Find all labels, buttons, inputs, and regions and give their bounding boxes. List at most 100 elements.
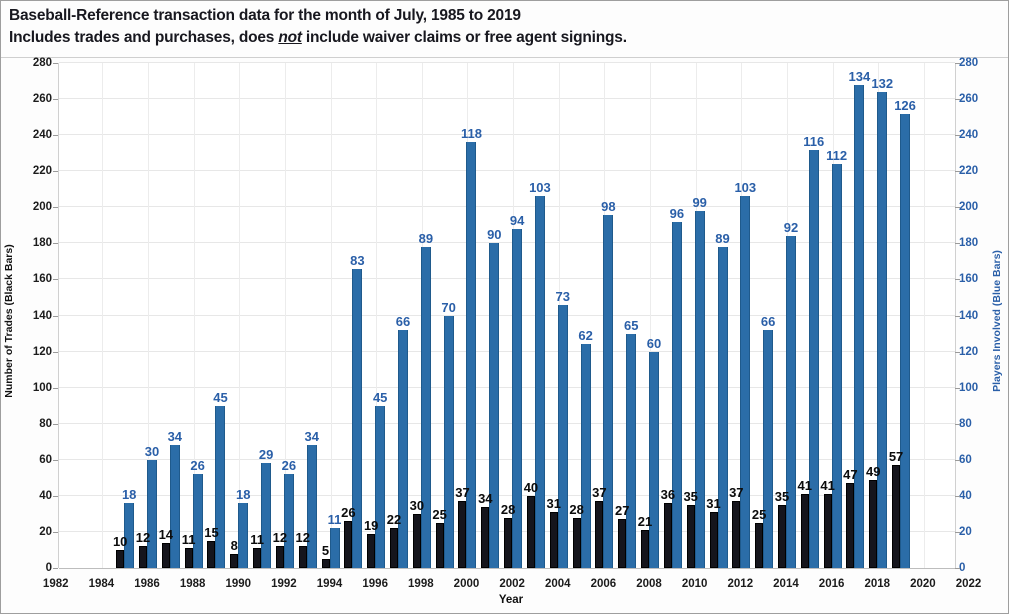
- right-axis-tickmark: [955, 63, 960, 64]
- bar-trades-2003: [526, 495, 535, 568]
- bar-trades-2006: [595, 501, 604, 568]
- right-axis-tick-label: 100: [959, 381, 979, 394]
- bar-trades-1987: [161, 542, 170, 568]
- bar-players-2006: [603, 214, 614, 568]
- left-axis-tick-label: 280: [32, 57, 52, 69]
- x-axis-tick-label: 2018: [864, 578, 891, 590]
- h-gridline: [59, 62, 955, 63]
- left-axis-tick-label: 240: [32, 129, 52, 142]
- h-gridline: [59, 494, 955, 496]
- chart-subtitle: Includes trades and purchases, does not …: [9, 29, 627, 47]
- label-players-2007: 65: [623, 317, 639, 333]
- v-gridline: [148, 63, 149, 568]
- bar-trades-2011: [709, 512, 718, 568]
- right-axis-tickmark: [955, 99, 960, 101]
- right-axis-tick-label: 60: [959, 453, 972, 466]
- bar-players-1988: [192, 474, 203, 568]
- label-trades-2011: 31: [706, 496, 721, 512]
- right-axis-tick-label: 140: [959, 309, 979, 322]
- label-trades-2008: 21: [637, 514, 653, 530]
- bar-players-2013: [763, 329, 774, 568]
- bar-players-2002: [512, 228, 523, 568]
- left-axis-tickmark: [53, 135, 58, 137]
- label-players-2008: 60: [646, 335, 662, 351]
- label-trades-2019: 57: [888, 449, 904, 465]
- label-trades-2001: 34: [478, 490, 493, 506]
- h-gridline: [59, 422, 955, 424]
- x-axis-tick-label: 2016: [818, 578, 845, 590]
- left-axis-tick-label: 260: [32, 93, 52, 106]
- label-trades-2005: 28: [569, 501, 584, 517]
- right-axis-tick-label: 180: [959, 237, 979, 250]
- x-axis-tick-label: 2022: [955, 578, 982, 590]
- label-trades-1997: 22: [386, 512, 402, 528]
- h-gridline: [59, 242, 955, 244]
- bar-players-1997: [398, 329, 409, 568]
- label-players-1994: 11: [327, 512, 342, 528]
- bar-players-1987: [169, 445, 180, 568]
- right-axis-tick-label: 0: [959, 562, 966, 574]
- label-trades-2002: 28: [500, 501, 516, 517]
- bar-trades-2001: [481, 506, 490, 568]
- label-trades-1994: 5: [321, 542, 330, 558]
- left-axis-tick-label: 220: [32, 165, 52, 178]
- bar-trades-1989: [207, 540, 216, 568]
- bar-players-1998: [420, 246, 431, 568]
- bar-trades-2015: [800, 494, 809, 568]
- left-axis-tick-label: 40: [39, 489, 52, 502]
- bar-trades-1993: [298, 546, 307, 568]
- right-axis-tickmark: [955, 243, 960, 245]
- bar-trades-2005: [572, 517, 581, 568]
- label-players-2015: 116: [803, 133, 825, 149]
- label-players-1987: 34: [167, 429, 183, 445]
- bar-players-2018: [877, 91, 888, 568]
- bar-trades-1998: [412, 513, 421, 568]
- label-trades-1998: 30: [409, 497, 425, 513]
- bar-trades-1997: [390, 528, 399, 568]
- left-axis-tickmark: [53, 459, 58, 461]
- label-trades-2003: 40: [523, 479, 539, 495]
- bar-trades-2002: [504, 517, 513, 568]
- h-gridline: [59, 314, 955, 316]
- bar-trades-1995: [344, 521, 353, 568]
- right-axis-tick-label: 200: [959, 201, 979, 214]
- bar-players-2016: [831, 164, 842, 568]
- v-gridline: [376, 63, 378, 568]
- label-trades-1996: 19: [363, 517, 379, 533]
- right-axis-tick-label: 20: [959, 525, 972, 538]
- left-axis-tickmark: [53, 351, 58, 353]
- label-players-1998: 89: [418, 230, 434, 246]
- bar-players-2007: [626, 333, 637, 568]
- x-axis-tick-label: 1998: [408, 578, 434, 590]
- label-trades-1990: 8: [230, 537, 238, 553]
- right-axis-tick-label: 240: [959, 129, 979, 142]
- bar-trades-2008: [641, 530, 650, 568]
- left-axis-tick-label: 140: [32, 309, 52, 322]
- right-axis-tickmark: [955, 459, 960, 461]
- bar-trades-2004: [549, 512, 558, 568]
- label-players-2002: 94: [509, 212, 525, 228]
- label-players-2019: 126: [894, 97, 916, 113]
- label-players-2006: 98: [601, 198, 616, 214]
- left-axis-tickmark: [53, 99, 58, 101]
- label-trades-2004: 31: [546, 496, 561, 512]
- bar-players-1986: [147, 459, 157, 568]
- right-axis-tick-label: 120: [959, 345, 979, 358]
- label-players-1992: 26: [281, 458, 297, 474]
- right-axis-tickmark: [955, 531, 960, 533]
- left-axis-tickmark: [53, 171, 58, 173]
- bar-trades-1992: [275, 546, 284, 568]
- label-players-2014: 92: [783, 220, 799, 236]
- label-players-2010: 99: [692, 194, 707, 210]
- bar-players-2005: [580, 344, 591, 568]
- right-axis-tickmark: [955, 171, 960, 173]
- left-axis-tick-label: 60: [39, 453, 52, 466]
- label-players-2009: 96: [669, 205, 685, 221]
- label-trades-1995: 26: [341, 505, 356, 521]
- bar-trades-1999: [435, 522, 444, 568]
- label-players-2000: 118: [460, 126, 482, 142]
- x-axis-tick-label: 2014: [773, 578, 799, 590]
- chart-subtitle-emphasis: not: [278, 29, 302, 46]
- label-players-2012: 103: [734, 180, 757, 196]
